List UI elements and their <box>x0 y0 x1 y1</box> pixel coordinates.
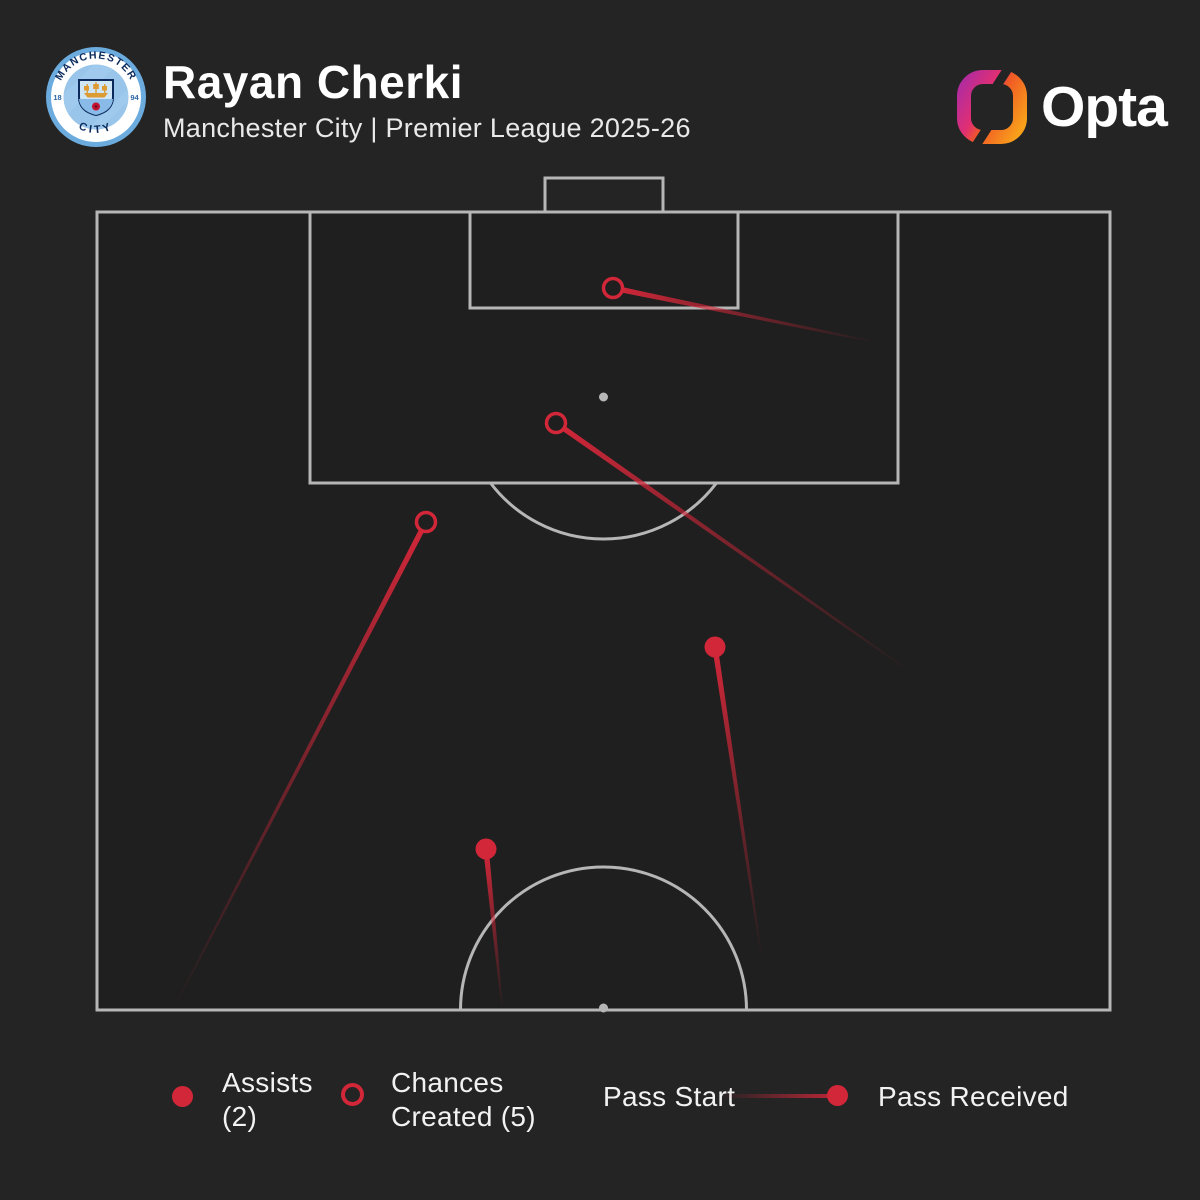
badge-year-left: 18 <box>53 93 61 102</box>
page-subtitle: Manchester City | Premier League 2025-26 <box>163 113 691 143</box>
badge-ring-bottom-text: CITY <box>77 120 115 136</box>
opta-mark-icon <box>957 70 1027 144</box>
pass-line-chance_created <box>554 420 906 669</box>
pass-line-assist <box>712 646 762 954</box>
man-city-badge: MANCHESTER CITY 18 94 <box>46 47 146 147</box>
pitch-outline <box>95 210 1112 1012</box>
rose-icon <box>92 102 100 111</box>
pass-line-assist <box>483 848 503 1007</box>
ship-icon <box>84 82 108 98</box>
badge-year-right: 94 <box>130 93 139 102</box>
opta-logo: Opta <box>957 70 1168 144</box>
goal-frame <box>543 176 665 214</box>
assist-marker <box>475 838 497 860</box>
chance_created-marker <box>544 411 568 435</box>
chance_created-marker <box>414 510 438 534</box>
six-yard-box <box>468 210 740 310</box>
assist-marker <box>704 636 726 658</box>
page-title: Rayan Cherki <box>163 56 464 108</box>
pass-lines-group <box>177 276 906 1007</box>
header: Rayan Cherki Manchester City | Premier L… <box>163 57 691 144</box>
centre-circle <box>459 865 748 1011</box>
pass-line-chance_created <box>177 520 429 1001</box>
penalty-arc <box>489 482 718 541</box>
penalty-spot <box>599 392 608 402</box>
chance_created-marker <box>601 276 625 300</box>
badge-shield <box>78 79 114 117</box>
centre-spot <box>599 1003 608 1013</box>
pass-line-chance_created <box>612 285 871 342</box>
opta-wordmark: Opta <box>1041 75 1168 139</box>
